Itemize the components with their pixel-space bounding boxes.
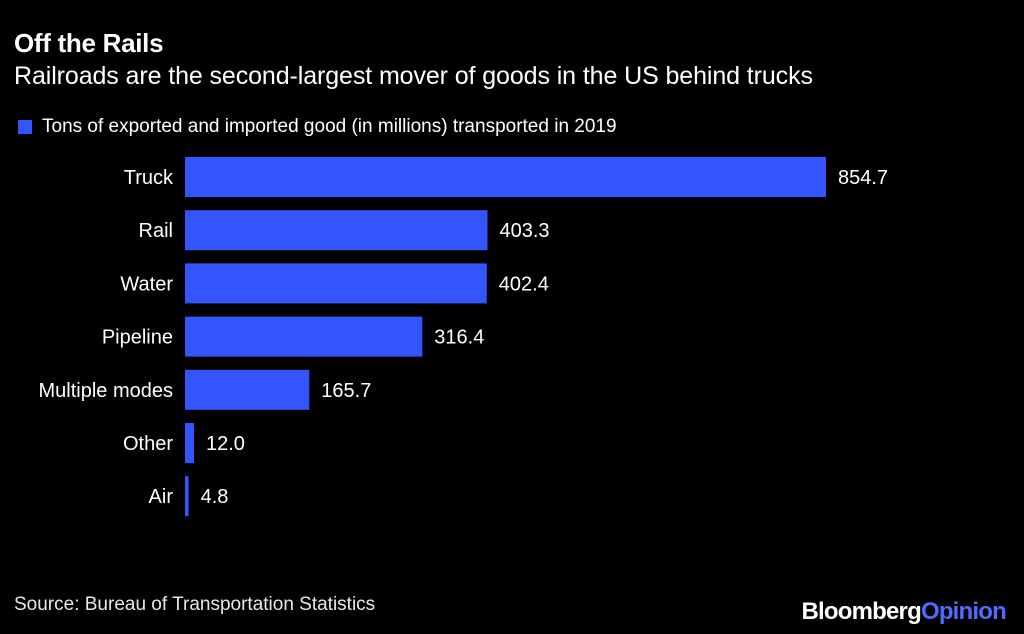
bar [185,157,826,197]
category-label: Other [123,433,173,455]
bar [185,263,487,304]
value-label: 854.7 [838,167,888,189]
chart-subtitle: Railroads are the second-largest mover o… [14,62,813,90]
category-label: Air [149,486,174,508]
value-label: 12.0 [206,433,245,455]
value-label: 316.4 [434,327,484,349]
bar [185,369,310,410]
category-label: Multiple modes [38,380,173,402]
bar [185,423,194,463]
category-label: Truck [124,167,174,189]
value-label: 4.8 [201,486,229,508]
brand-logo: BloombergOpinion [801,598,1006,626]
chart-title: Off the Rails [14,28,164,58]
bar [185,476,189,517]
legend-label: Tons of exported and imported good (in m… [42,116,617,137]
category-label: Rail [139,220,173,242]
legend-swatch [18,120,32,134]
value-label: 165.7 [321,380,371,402]
brand-secondary: Opinion [920,598,1007,625]
brand-primary: Bloomberg [801,598,921,625]
bar [185,210,488,251]
bar [185,316,423,357]
category-label: Water [120,273,173,295]
value-label: 402.4 [499,273,549,295]
legend: Tons of exported and imported good (in m… [18,116,617,138]
category-label: Pipeline [102,327,173,349]
value-label: 403.3 [499,220,549,242]
source-note: Source: Bureau of Transportation Statist… [14,594,376,615]
